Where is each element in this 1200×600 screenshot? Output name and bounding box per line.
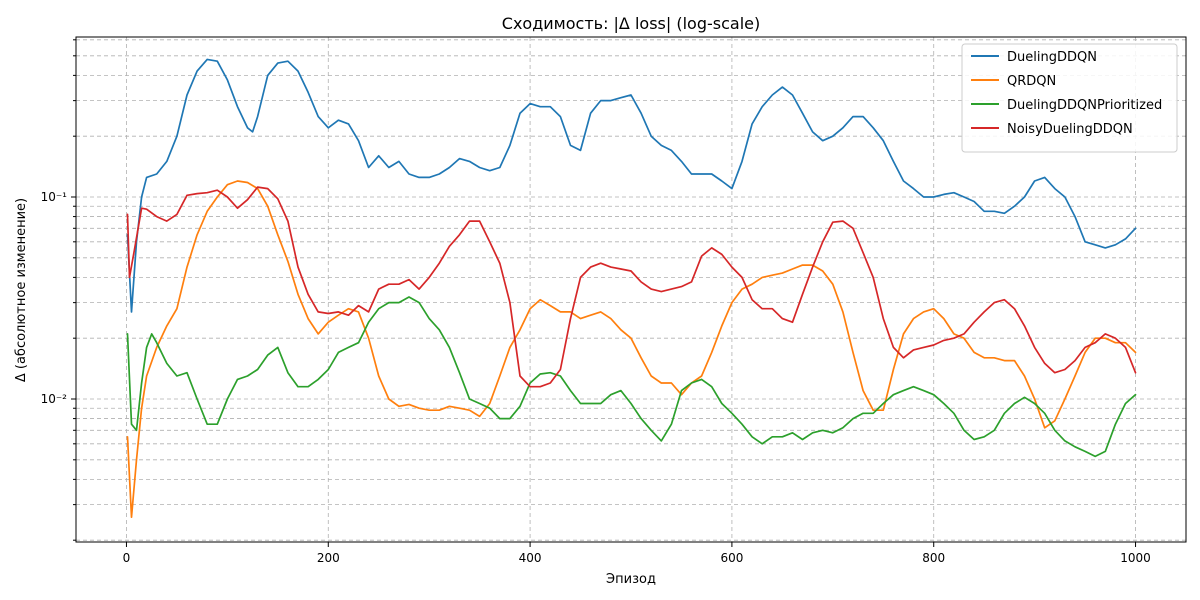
series-line-duelingddqn xyxy=(126,58,1137,313)
series-layer xyxy=(126,58,1137,519)
legend-label: DuelingDDQN xyxy=(1007,50,1097,65)
y-tick-label: 10⁻² xyxy=(41,392,68,406)
x-axis-label: Эпизод xyxy=(606,572,656,587)
legend-label: NoisyDuelingDDQN xyxy=(1007,122,1133,137)
x-tick-label: 400 xyxy=(519,551,542,565)
chart-title: Сходимость: |Δ loss| (log-scale) xyxy=(502,14,760,33)
plot-frame xyxy=(75,36,1187,543)
x-tick-label: 0 xyxy=(123,551,131,565)
legend-label: DuelingDDQNPrioritized xyxy=(1007,98,1162,113)
series-line-noisyduelingddqn xyxy=(126,186,1137,388)
legend-label: QRDQN xyxy=(1007,74,1056,89)
x-tick-label: 200 xyxy=(317,551,340,565)
series-line-qrdqn xyxy=(126,180,1137,519)
x-tick-label: 1000 xyxy=(1120,551,1151,565)
x-tick-label: 600 xyxy=(720,551,743,565)
legend-box xyxy=(961,43,1178,153)
legend: DuelingDDQN QRDQN DuelingDDQNPrioritized No… xyxy=(961,43,1178,153)
y-axis-label: Δ (абсолютное изменение) xyxy=(14,198,29,382)
series-line-duelingddqnprioritized xyxy=(126,296,1137,458)
axes xyxy=(71,36,1187,547)
y-tick-label: 10⁻¹ xyxy=(41,190,68,204)
x-tick-label: 800 xyxy=(922,551,945,565)
tick-labels: 0 200 400 600 800 1000 10⁻² 10⁻¹ xyxy=(41,190,1151,565)
